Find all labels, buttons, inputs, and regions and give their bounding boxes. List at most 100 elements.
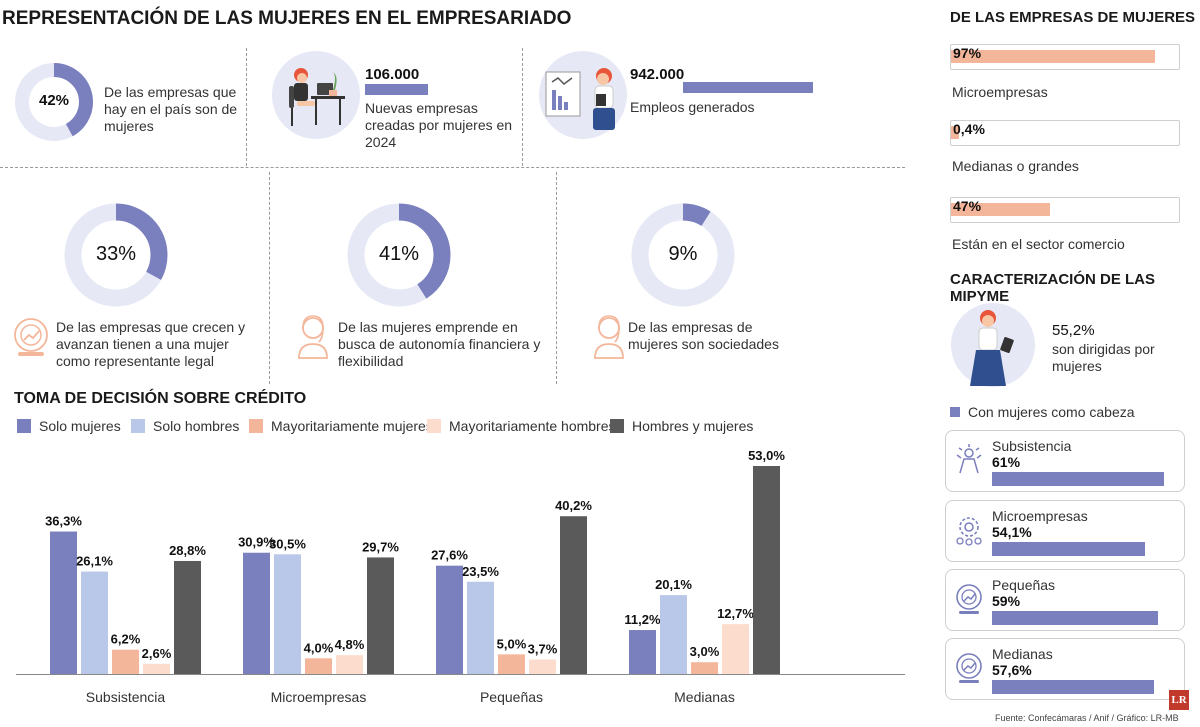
bar bbox=[691, 662, 718, 674]
mipyme-bar bbox=[992, 611, 1159, 625]
legend-label: Hombres y mujeres bbox=[632, 418, 754, 434]
mipyme-item-microempresas: Microempresas 54,1% bbox=[945, 500, 1185, 562]
legend-swatch bbox=[427, 419, 441, 433]
stat-text: Nuevas empresas creadas por mujeres en 2… bbox=[365, 100, 513, 150]
bar bbox=[243, 552, 270, 674]
divider bbox=[246, 48, 247, 166]
category-label: Microempresas bbox=[271, 689, 367, 705]
legend-item: Solo hombres bbox=[131, 418, 239, 434]
donut-chart bbox=[64, 203, 168, 307]
category-label: Subsistencia bbox=[86, 689, 166, 705]
legend-swatch bbox=[610, 419, 624, 433]
divider bbox=[556, 172, 557, 384]
companies-bar-box bbox=[950, 120, 1180, 146]
bar-value-label: 53,0% bbox=[748, 448, 785, 463]
companies-value: 0,4% bbox=[953, 121, 985, 137]
mipyme-text: son dirigidas por mujeres bbox=[1052, 341, 1155, 374]
bar-value-label: 40,2% bbox=[555, 498, 592, 513]
mipyme-name: Medianas bbox=[992, 646, 1053, 662]
stat-donut-9: 9% bbox=[631, 203, 735, 312]
stat-value: 9% bbox=[668, 243, 698, 265]
mipyme-bar bbox=[992, 680, 1155, 694]
mipyme-value: 59% bbox=[992, 593, 1021, 609]
bar-value-label: 3,7% bbox=[528, 641, 558, 656]
stat-donut-42: 42% bbox=[14, 62, 94, 147]
woman-growth-icon bbox=[12, 316, 50, 363]
bar-value-label: 23,5% bbox=[462, 564, 499, 579]
legend-label: Mayoritariamente mujeres bbox=[271, 418, 433, 434]
divider bbox=[269, 172, 270, 384]
bar bbox=[112, 649, 139, 674]
woman-portrait-icon bbox=[296, 314, 330, 365]
gear-people-icon bbox=[956, 517, 982, 546]
woman-at-desk-icon bbox=[271, 50, 361, 145]
companies-title: DE LAS EMPRESAS DE MUJERES bbox=[950, 9, 1196, 26]
donut-chart bbox=[15, 63, 93, 141]
stat-value: 106.000 bbox=[365, 66, 420, 83]
bar bbox=[629, 630, 656, 674]
bar-value-label: 30,9% bbox=[238, 535, 275, 550]
stat-bar bbox=[683, 82, 813, 93]
mipyme-value: 55,2% bbox=[1052, 322, 1095, 339]
companies-bar-box bbox=[950, 44, 1180, 70]
bar-value-label: 27,6% bbox=[431, 548, 468, 563]
stat-value: 41% bbox=[378, 243, 420, 265]
page-title: REPRESENTACIÓN DE LAS MUJERES EN EL EMPR… bbox=[2, 8, 572, 29]
credit-bar-chart: 36,3% 26,1% 6,2%2,6% 28,8% Subsistencia 30,9%… bbox=[16, 448, 905, 705]
logo: LR bbox=[1169, 690, 1189, 710]
woman-portrait-icon bbox=[592, 314, 626, 365]
donut-chart bbox=[631, 203, 735, 307]
stat-value: 942.000 bbox=[630, 66, 685, 83]
bar bbox=[81, 571, 108, 674]
mipyme-bar bbox=[992, 472, 1165, 486]
woman-presenting-chart-icon bbox=[538, 50, 628, 145]
bar-value-label: 20,1% bbox=[655, 577, 692, 592]
mipyme-item-subsistencia: Subsistencia 61% bbox=[945, 430, 1185, 492]
woman-tablet-icon bbox=[950, 302, 1036, 393]
stat-value: 33% bbox=[95, 243, 137, 265]
stat-text: De las empresas que hay en el país son d… bbox=[104, 84, 238, 134]
chart-legend: Solo mujeres Solo hombres Mayoritariamente… bbox=[17, 418, 917, 436]
companies-bar-fill bbox=[951, 50, 1155, 63]
bar-value-label: 6,2% bbox=[111, 632, 141, 647]
legend-swatch bbox=[131, 419, 145, 433]
companies-bar-fill bbox=[951, 126, 960, 139]
category-label: Medianas bbox=[674, 689, 735, 705]
mipyme-value: 54,1% bbox=[992, 524, 1032, 540]
bar-value-label: 29,7% bbox=[362, 539, 399, 554]
bar bbox=[367, 557, 394, 674]
person-stars-icon bbox=[956, 444, 982, 474]
bar-value-label: 36,3% bbox=[45, 514, 82, 529]
bar bbox=[336, 655, 363, 674]
chart-title: TOMA DE DECISIÓN SOBRE CRÉDITO bbox=[14, 390, 307, 407]
bar-value-label: 28,8% bbox=[169, 543, 206, 558]
mipyme-value: 57,6% bbox=[992, 662, 1032, 678]
divider bbox=[0, 167, 905, 168]
mipyme-legend: Con mujeres como cabeza bbox=[950, 404, 1135, 420]
bar bbox=[498, 654, 525, 674]
mipyme-value: 61% bbox=[992, 454, 1021, 470]
legend-label: Con mujeres como cabeza bbox=[968, 404, 1135, 420]
legend-item: Mayoritariamente mujeres bbox=[249, 418, 433, 434]
stat-donut-41: 41% bbox=[347, 203, 451, 312]
bar bbox=[660, 595, 687, 674]
bar bbox=[722, 624, 749, 674]
bar bbox=[274, 554, 301, 674]
mipyme-name: Subsistencia bbox=[992, 438, 1072, 454]
stat-value: 42% bbox=[38, 92, 70, 109]
bar bbox=[143, 663, 170, 674]
stat-donut-33: 33% bbox=[64, 203, 168, 312]
legend-item: Solo mujeres bbox=[17, 418, 121, 434]
bar-value-label: 3,0% bbox=[690, 644, 720, 659]
companies-bar-fill bbox=[951, 203, 1050, 216]
mipyme-name: Pequeñas bbox=[992, 577, 1056, 593]
mipyme-item-pequenas: Pequeñas 59% bbox=[945, 569, 1185, 631]
bar-value-label: 4,0% bbox=[304, 640, 334, 655]
mipyme-title: CARACTERIZACIÓN DE LAS MIPYME bbox=[950, 271, 1155, 305]
legend-swatch bbox=[249, 419, 263, 433]
bar bbox=[467, 581, 494, 674]
legend-swatch bbox=[17, 419, 31, 433]
legend-label: Mayoritariamente hombres bbox=[449, 418, 616, 434]
source-note: Fuente: Confecámaras / Anif / Gráfico: L… bbox=[995, 713, 1179, 723]
legend-label: Solo mujeres bbox=[39, 418, 121, 434]
